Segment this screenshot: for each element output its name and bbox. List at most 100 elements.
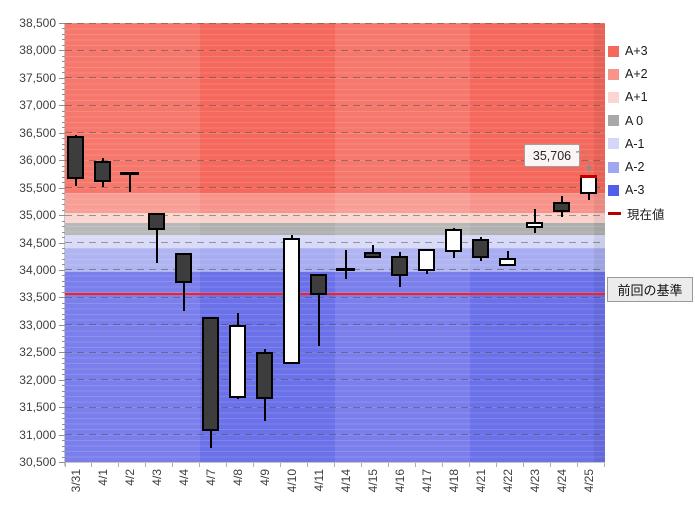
current-value-tick — [580, 175, 597, 179]
x-tick-11 — [361, 463, 362, 467]
y-minor-tick-35600 — [62, 182, 65, 184]
x-tick-17 — [523, 463, 524, 467]
y-axis-label-30500: 30,500 — [19, 455, 56, 469]
y-minor-tick-30900 — [62, 440, 65, 442]
y-minor-tick-31600 — [62, 401, 65, 403]
current-value-dash-icon — [608, 211, 621, 215]
gridline-34000 — [65, 269, 605, 271]
y-axis-label-33500: 33,500 — [19, 290, 56, 305]
x-axis-label-4/21: 4/21 — [473, 469, 488, 493]
candle-body-4/17 — [418, 249, 435, 272]
gridline-37500 — [65, 77, 605, 79]
x-axis-label-4/8: 4/8 — [230, 469, 245, 486]
y-minor-tick-33400 — [62, 302, 65, 304]
y-minor-tick-36300 — [62, 143, 65, 145]
x-axis-label-4/23: 4/23 — [527, 469, 542, 493]
x-axis-label-4/15: 4/15 — [365, 469, 380, 493]
y-minor-tick-31800 — [62, 390, 65, 392]
y-minor-tick-33200 — [62, 313, 65, 315]
y-axis-label-32500: 32,500 — [19, 345, 56, 360]
candle-body-4/24 — [553, 201, 570, 213]
candle-body-4/15 — [364, 251, 381, 258]
y-axis-line — [64, 23, 65, 466]
x-tick-14 — [442, 463, 443, 467]
baseline-label-text: 前回の基準 — [617, 283, 683, 298]
legend-item-A-1: A-1 — [608, 137, 644, 151]
y-minor-tick-32400 — [62, 357, 65, 359]
candle-wick-4/2 — [128, 172, 131, 192]
legend-swatch-icon — [608, 68, 619, 80]
y-minor-tick-33100 — [62, 319, 65, 321]
y-axis-label-31500: 31,500 — [19, 400, 56, 415]
x-axis-label-4/3: 4/3 — [149, 469, 164, 486]
gridline-38500 — [65, 22, 605, 24]
candle-wick-4/14 — [344, 250, 347, 280]
candle-body-4/9 — [256, 351, 273, 399]
y-minor-tick-34600 — [62, 237, 65, 238]
y-minor-tick-31200 — [62, 423, 65, 425]
x-axis-label-4/1: 4/1 — [95, 469, 110, 486]
candle-body-4/4 — [175, 252, 192, 284]
gridline-35000 — [65, 214, 605, 216]
x-axis-label-3/31: 3/31 — [68, 469, 83, 493]
y-minor-tick-32200 — [62, 368, 65, 370]
candle-body-4/7 — [202, 316, 219, 431]
y-minor-tick-32100 — [62, 374, 65, 376]
y-minor-tick-34700 — [62, 231, 65, 233]
y-axis-label-33000: 33,000 — [19, 317, 56, 332]
y-minor-tick-31400 — [62, 412, 65, 414]
x-tick-10 — [334, 463, 335, 467]
legend-item-A+1: A+1 — [608, 90, 648, 104]
candle-body-4/1 — [94, 160, 111, 182]
y-minor-tick-32600 — [62, 346, 65, 348]
y-minor-tick-37200 — [62, 94, 65, 96]
y-axis-label-36500: 36,500 — [19, 125, 56, 140]
y-major-tick-31500 — [59, 407, 65, 409]
y-minor-tick-38200 — [62, 39, 65, 41]
y-minor-tick-30700 — [62, 451, 65, 453]
candle-body-4/22 — [499, 257, 516, 266]
band-A-1 — [65, 235, 605, 248]
legend-swatch-icon — [608, 161, 619, 173]
y-major-tick-33500 — [59, 297, 65, 299]
x-tick-2 — [118, 463, 119, 467]
legend-item-label: A+2 — [625, 67, 648, 82]
y-minor-tick-36900 — [62, 110, 65, 112]
y-major-tick-37500 — [59, 77, 65, 79]
y-major-tick-34500 — [59, 242, 65, 244]
x-axis-label-4/9: 4/9 — [257, 469, 272, 486]
y-axis-label-31000: 31,000 — [19, 427, 56, 442]
y-major-tick-36000 — [59, 160, 65, 162]
plot-area — [65, 22, 605, 462]
y-axis-label-38500: 38,500 — [19, 16, 56, 30]
y-minor-tick-35800 — [62, 171, 65, 173]
gridline-33000 — [65, 324, 605, 326]
candle-wick-4/3 — [155, 212, 158, 263]
x-tick-8 — [280, 463, 281, 467]
candle-body-4/21 — [472, 239, 489, 259]
band-A+3 — [65, 23, 605, 194]
y-minor-tick-32900 — [62, 330, 65, 332]
legend-item-label: A+3 — [625, 44, 648, 58]
y-minor-tick-37800 — [62, 61, 65, 63]
x-axis-label-4/14: 4/14 — [338, 469, 353, 493]
x-axis-label-4/7: 4/7 — [203, 469, 218, 486]
legend-item-A 0: A 0 — [608, 114, 643, 128]
y-major-tick-30500 — [59, 462, 65, 463]
gridline-34500 — [65, 242, 605, 243]
y-major-tick-35000 — [59, 215, 65, 217]
y-minor-tick-31900 — [62, 385, 65, 387]
y-minor-tick-34300 — [62, 253, 65, 255]
gridline-32000 — [65, 379, 605, 381]
x-tick-6 — [226, 463, 227, 467]
y-major-tick-32500 — [59, 352, 65, 354]
y-minor-tick-36700 — [62, 121, 65, 123]
candle-body-4/14 — [336, 268, 355, 272]
x-tick-16 — [496, 463, 497, 467]
x-axis-line — [59, 462, 605, 463]
y-minor-tick-31700 — [62, 396, 65, 398]
y-minor-tick-31300 — [62, 418, 65, 420]
legend-item-label: A-2 — [625, 160, 645, 174]
y-minor-tick-36100 — [62, 154, 65, 156]
